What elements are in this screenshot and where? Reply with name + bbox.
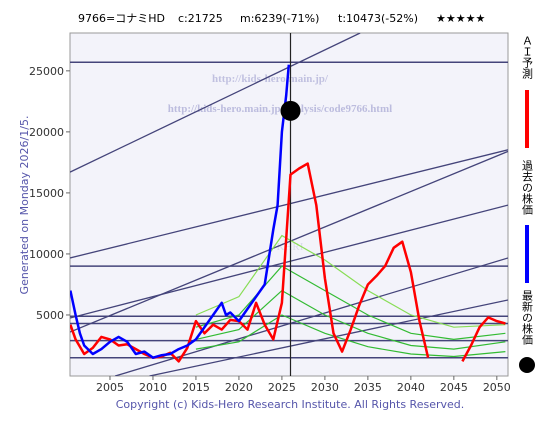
x-tick-label: 2015: [182, 381, 210, 394]
y-tick-label: 10000: [29, 248, 64, 261]
watermark-page: http://kids-hero.main.jp/analysis/code97…: [168, 103, 392, 115]
header-m: m:6239(-71%): [240, 12, 319, 25]
header-close: c:21725: [178, 12, 223, 25]
y-tick-label: 25000: [29, 65, 64, 78]
band-line: [195, 234, 506, 328]
series-line: [70, 64, 291, 359]
x-tick-label: 2005: [96, 381, 124, 394]
x-tick-label: 2030: [311, 381, 339, 394]
x-tick-label: 2035: [354, 381, 382, 394]
band-line: [195, 265, 506, 341]
header-t: t:10473(-52%): [338, 12, 418, 25]
side-label: Generated on Monday 2026/1/5.: [18, 116, 31, 295]
y-tick-label: 15000: [29, 187, 64, 200]
series-line: [70, 162, 506, 363]
x-tick-label: 2010: [139, 381, 167, 394]
x-tick-label: 2045: [440, 381, 468, 394]
header-stars: ★★★★★: [436, 12, 485, 25]
band-line: [195, 289, 506, 350]
y-tick-label: 20000: [29, 126, 64, 139]
legend-label: 過去の株価: [521, 160, 534, 215]
footer: Copyright (c) Kids-Hero Research Institu…: [116, 398, 465, 411]
x-tick-label: 2025: [268, 381, 296, 394]
x-tick-label: 2020: [225, 381, 253, 394]
legend-marker: [519, 357, 535, 373]
y-tick-label: 5000: [36, 309, 64, 322]
current-point: [280, 100, 301, 121]
watermark-url: http://kids-hero.main.jp/: [212, 73, 329, 85]
legend-label: ＡＩ予測: [521, 35, 534, 80]
trend-line: [70, 150, 508, 333]
legend-label: 最新の株価: [521, 290, 534, 345]
header-code: 9766=コナミHD: [78, 12, 165, 25]
trend-line: [70, 33, 361, 173]
x-tick-label: 2050: [483, 381, 511, 394]
trend-line: [70, 204, 508, 319]
x-tick-label: 2040: [397, 381, 425, 394]
trend-line: [149, 299, 508, 376]
